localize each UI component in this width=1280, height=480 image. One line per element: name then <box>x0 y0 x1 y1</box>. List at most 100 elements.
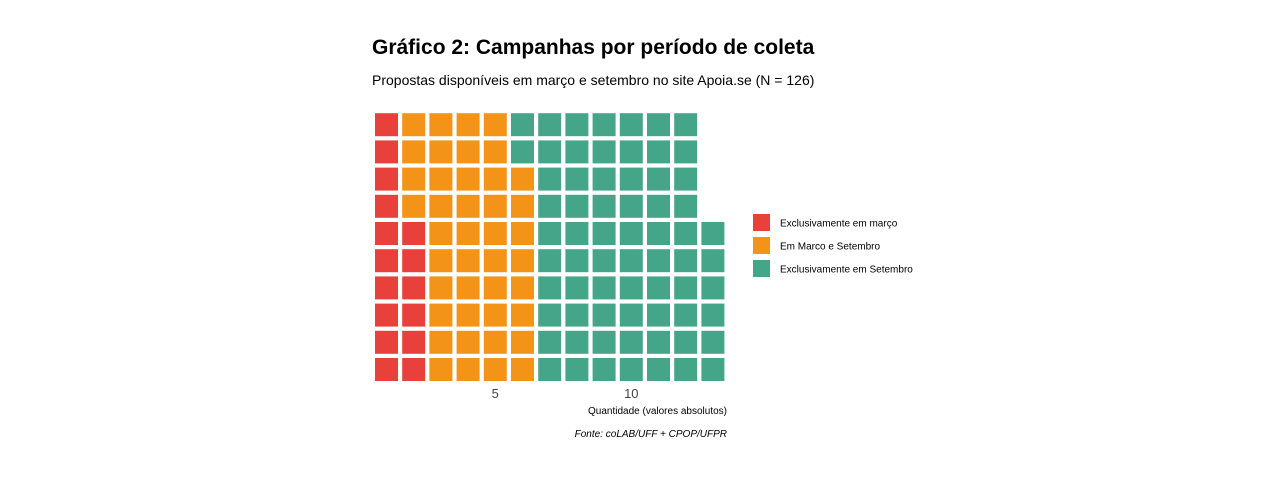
waffle-cell <box>674 167 698 191</box>
chart-subtitle: Propostas disponíveis em março e setembr… <box>372 72 815 88</box>
waffle-cell <box>375 330 398 354</box>
legend-label: Exclusivamente em março <box>780 219 898 230</box>
waffle-cell <box>592 113 616 137</box>
waffle-cell <box>375 276 398 300</box>
waffle-cell <box>511 167 534 191</box>
waffle-cell <box>483 303 507 327</box>
waffle-cell <box>375 140 398 164</box>
legend-key <box>753 260 770 277</box>
waffle-cell <box>375 167 398 191</box>
waffle-cell <box>674 303 698 327</box>
waffle-cell <box>456 194 480 218</box>
waffle-cell <box>592 140 616 164</box>
waffle-cell <box>619 167 643 191</box>
waffle-cell <box>511 194 534 218</box>
waffle-cell <box>538 249 562 273</box>
waffle-cell <box>701 276 725 300</box>
waffle-cell <box>483 249 507 273</box>
waffle-cell <box>402 330 426 354</box>
waffle-cell <box>619 276 643 300</box>
legend: Exclusivamente em março Em Marco e Setemb… <box>753 214 913 277</box>
waffle-cell <box>511 249 534 273</box>
waffle-cell <box>647 140 670 164</box>
waffle-cell <box>483 276 507 300</box>
waffle-cell <box>619 330 643 354</box>
waffle-cell <box>402 113 426 137</box>
waffle-cell <box>456 167 480 191</box>
waffle-cell <box>674 113 698 137</box>
waffle-cell <box>538 167 562 191</box>
waffle-cell <box>701 249 725 273</box>
waffle-cell <box>402 249 426 273</box>
waffle-cell <box>592 303 616 327</box>
waffle-cell <box>674 330 698 354</box>
waffle-cell <box>429 330 453 354</box>
waffle-cell <box>456 140 480 164</box>
waffle-cell <box>429 222 453 245</box>
waffle-cell <box>456 249 480 273</box>
waffle-cell <box>402 194 426 218</box>
waffle-cell <box>565 330 589 354</box>
waffle-cell <box>483 167 507 191</box>
legend-label: Exclusivamente em Setembro <box>780 265 913 276</box>
waffle-cell <box>429 358 453 381</box>
waffle-cell <box>647 358 670 381</box>
waffle-cell <box>456 222 480 245</box>
waffle-cell <box>429 167 453 191</box>
waffle-cell <box>565 113 589 137</box>
waffle-cell <box>647 113 670 137</box>
waffle-cell <box>538 330 562 354</box>
x-tick-label: 5 <box>492 386 499 401</box>
waffle-cell <box>483 140 507 164</box>
waffle-cell <box>402 276 426 300</box>
waffle-cell <box>701 358 725 381</box>
waffle-cell <box>511 330 534 354</box>
waffle-cell <box>538 303 562 327</box>
waffle-cell <box>647 249 670 273</box>
waffle-cell <box>565 249 589 273</box>
waffle-cell <box>647 330 670 354</box>
waffle-cell <box>592 194 616 218</box>
legend-key <box>753 214 770 231</box>
waffle-cell <box>674 222 698 245</box>
waffle-cell <box>538 276 562 300</box>
waffle-cell <box>674 194 698 218</box>
waffle-cell <box>674 140 698 164</box>
waffle-cell <box>619 194 643 218</box>
waffle-cell <box>619 140 643 164</box>
waffle-cell <box>592 358 616 381</box>
waffle-cell <box>456 303 480 327</box>
waffle-cell <box>483 113 507 137</box>
waffle-cell <box>647 167 670 191</box>
waffle-cell <box>674 276 698 300</box>
waffle-cell <box>375 222 398 245</box>
waffle-cell <box>483 222 507 245</box>
waffle-cell <box>592 249 616 273</box>
waffle-cell <box>402 303 426 327</box>
waffle-cell <box>511 113 534 137</box>
waffle-cell <box>647 222 670 245</box>
waffle-cell <box>565 276 589 300</box>
waffle-cell <box>565 140 589 164</box>
waffle-cell <box>402 358 426 381</box>
waffle-cell <box>701 303 725 327</box>
waffle-cell <box>592 330 616 354</box>
waffle-cell <box>511 358 534 381</box>
waffle-cell <box>511 222 534 245</box>
waffle-cell <box>375 194 398 218</box>
waffle-cell <box>429 249 453 273</box>
waffle-cell <box>674 358 698 381</box>
waffle-cell <box>402 167 426 191</box>
waffle-cell <box>565 358 589 381</box>
x-axis-title: Quantidade (valores absolutos) <box>588 406 727 417</box>
waffle-cell <box>619 222 643 245</box>
x-axis-ticks: 5 10 <box>492 386 639 401</box>
waffle-cell <box>429 194 453 218</box>
waffle-cell <box>402 140 426 164</box>
waffle-cell <box>511 140 534 164</box>
waffle-cell <box>375 113 398 137</box>
chart-caption: Fonte: coLAB/UFF + CPOP/UFPR <box>575 429 727 440</box>
waffle-cell <box>619 249 643 273</box>
waffle-cell <box>647 276 670 300</box>
